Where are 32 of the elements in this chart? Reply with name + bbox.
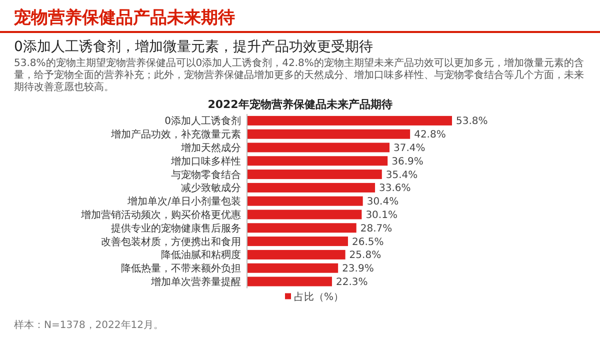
y-tick-label: 降低热量，不带来额外负担	[121, 262, 241, 275]
data-label: 36.9%	[392, 156, 424, 168]
data-label: 23.9%	[342, 264, 374, 275]
y-tick-label: 增加营销活动频次，购买价格更优惠	[80, 209, 241, 221]
data-label: 25.8%	[349, 250, 382, 262]
legend-label: 占比（%）	[294, 291, 344, 304]
y-tick-label: 增加单次/单日小剂量包装	[126, 196, 241, 208]
data-label: 30.4%	[366, 196, 399, 208]
y-tick-label: 增加天然成分	[180, 142, 241, 154]
chart-title: 2022年宠物营养保健品未来产品期待	[206, 97, 394, 112]
data-label: 22.3%	[336, 277, 368, 288]
y-tick-label: 提供专业的宠物健康售后服务	[111, 222, 241, 234]
y-tick-label: 增加单次营养量提醒	[150, 276, 241, 288]
y-tick-label: 减少致敏成分	[181, 182, 241, 194]
y-tick-label: 与宠物零食结合	[171, 168, 241, 181]
y-tick-label: 改善包装材质，方便携出和食用	[101, 236, 241, 248]
title: 宠物营养保健品产品未来期待	[14, 7, 235, 29]
y-tick-label: 增加口味多样性	[170, 155, 241, 168]
y-tick-label: 增加产品功效，补充微量元素	[110, 128, 241, 141]
data-label: 30.1%	[366, 210, 398, 221]
data-label: 42.8%	[414, 130, 446, 141]
y-tick-label: 0添加人工诱食剂	[164, 115, 241, 128]
source: 样本：N=1378，2022年12月。	[14, 318, 164, 332]
data-label: 26.5%	[352, 236, 384, 248]
data-label: 53.8%	[456, 116, 488, 128]
subtitle: 0添加人工诱食剂，增加微量元素，提升产品功效更受期待	[14, 38, 373, 56]
annotation: 53.8%的宠物主期望宠物营养保健品可以0添加人工诱食剂，42.8%的宠物主期望未来产品功效可以更加多元，增加微量元素的含量，给予宠物全面的营养补充；此外，宠物营养保健品增加更多的天然成分、增加口味多样性、与宠物零食结合等几个方面，未来期待改善意愿也较高。	[14, 58, 584, 94]
data-label: 33.6%	[379, 183, 411, 194]
data-label: 35.4%	[386, 170, 418, 181]
data-label: 37.4%	[394, 143, 426, 154]
data-label: 28.7%	[360, 223, 392, 234]
y-tick-label: 降低油腻和粘稠度	[161, 249, 241, 262]
